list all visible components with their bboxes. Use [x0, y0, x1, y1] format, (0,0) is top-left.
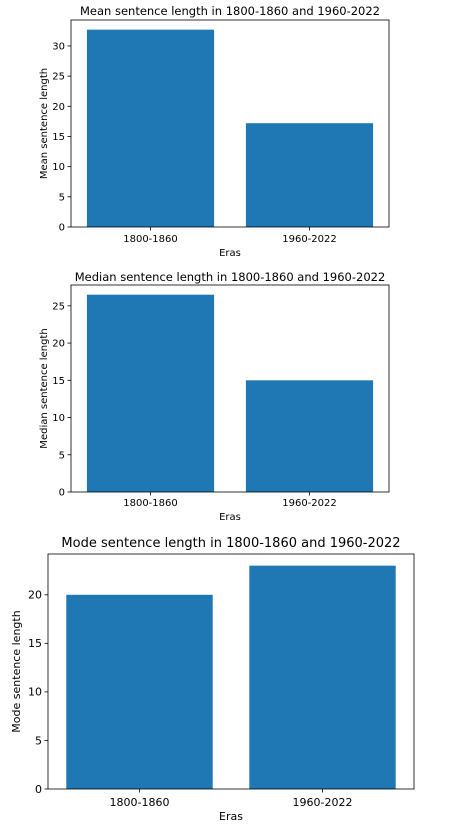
chart-title: Median sentence length in 1800-1860 and … [75, 270, 386, 284]
chart-3: 0 5 10 15 20 1800-1860 1960-2022 Mode sentence … [10, 536, 414, 823]
bar-1 [87, 30, 214, 227]
x-tick-label: 1960-2022 [282, 234, 337, 245]
y-tick-label: 5 [59, 192, 65, 203]
y-tick-label: 5 [35, 734, 42, 747]
x-tick-label: 1800-1860 [123, 498, 178, 509]
x-tick-label: 1800-1860 [123, 234, 178, 245]
y-tick-label: 20 [28, 589, 42, 602]
y-tick-label: 15 [52, 376, 65, 387]
y-tick-label: 0 [35, 783, 42, 796]
x-tick-label: 1800-1860 [110, 796, 170, 809]
bar-1 [66, 595, 212, 789]
y-tick-label: 25 [52, 72, 65, 83]
y-tick-label: 10 [52, 162, 65, 173]
chart-1: 0 5 10 15 20 25 30 1800-1860 1960-2022 Mean sente… [39, 4, 389, 259]
chart-2: 0 5 10 15 20 25 1800-1860 1960-2022 Median sente… [39, 270, 389, 523]
y-tick-label: 10 [28, 686, 42, 699]
chart-title: Mean sentence length in 1800-1860 and 19… [80, 4, 380, 18]
bar-2 [249, 566, 395, 789]
y-tick-label: 5 [59, 450, 65, 461]
y-axis-label: Mean sentence length [39, 68, 50, 179]
y-tick-label: 10 [52, 413, 65, 424]
y-tick-label: 20 [52, 339, 65, 350]
y-tick-label: 0 [59, 488, 65, 499]
y-tick-label: 20 [52, 102, 65, 113]
bar-2 [246, 123, 373, 227]
x-tick-label: 1960-2022 [282, 498, 337, 509]
x-axis-label: Eras [219, 810, 243, 823]
y-tick-label: 15 [28, 637, 42, 650]
y-axis-label: Median sentence length [39, 328, 50, 448]
bar-2 [246, 380, 373, 492]
y-tick-label: 0 [59, 223, 65, 234]
bar-1 [87, 295, 214, 492]
y-tick-label: 25 [52, 301, 65, 312]
y-tick-label: 15 [52, 132, 65, 143]
y-axis-label: Mode sentence length [10, 610, 23, 732]
x-axis-label: Eras [219, 512, 241, 523]
x-tick-label: 1960-2022 [293, 796, 353, 809]
x-axis-label: Eras [219, 248, 241, 259]
y-tick-label: 30 [52, 41, 65, 52]
chart-title: Mode sentence length in 1800-1860 and 19… [61, 536, 400, 551]
